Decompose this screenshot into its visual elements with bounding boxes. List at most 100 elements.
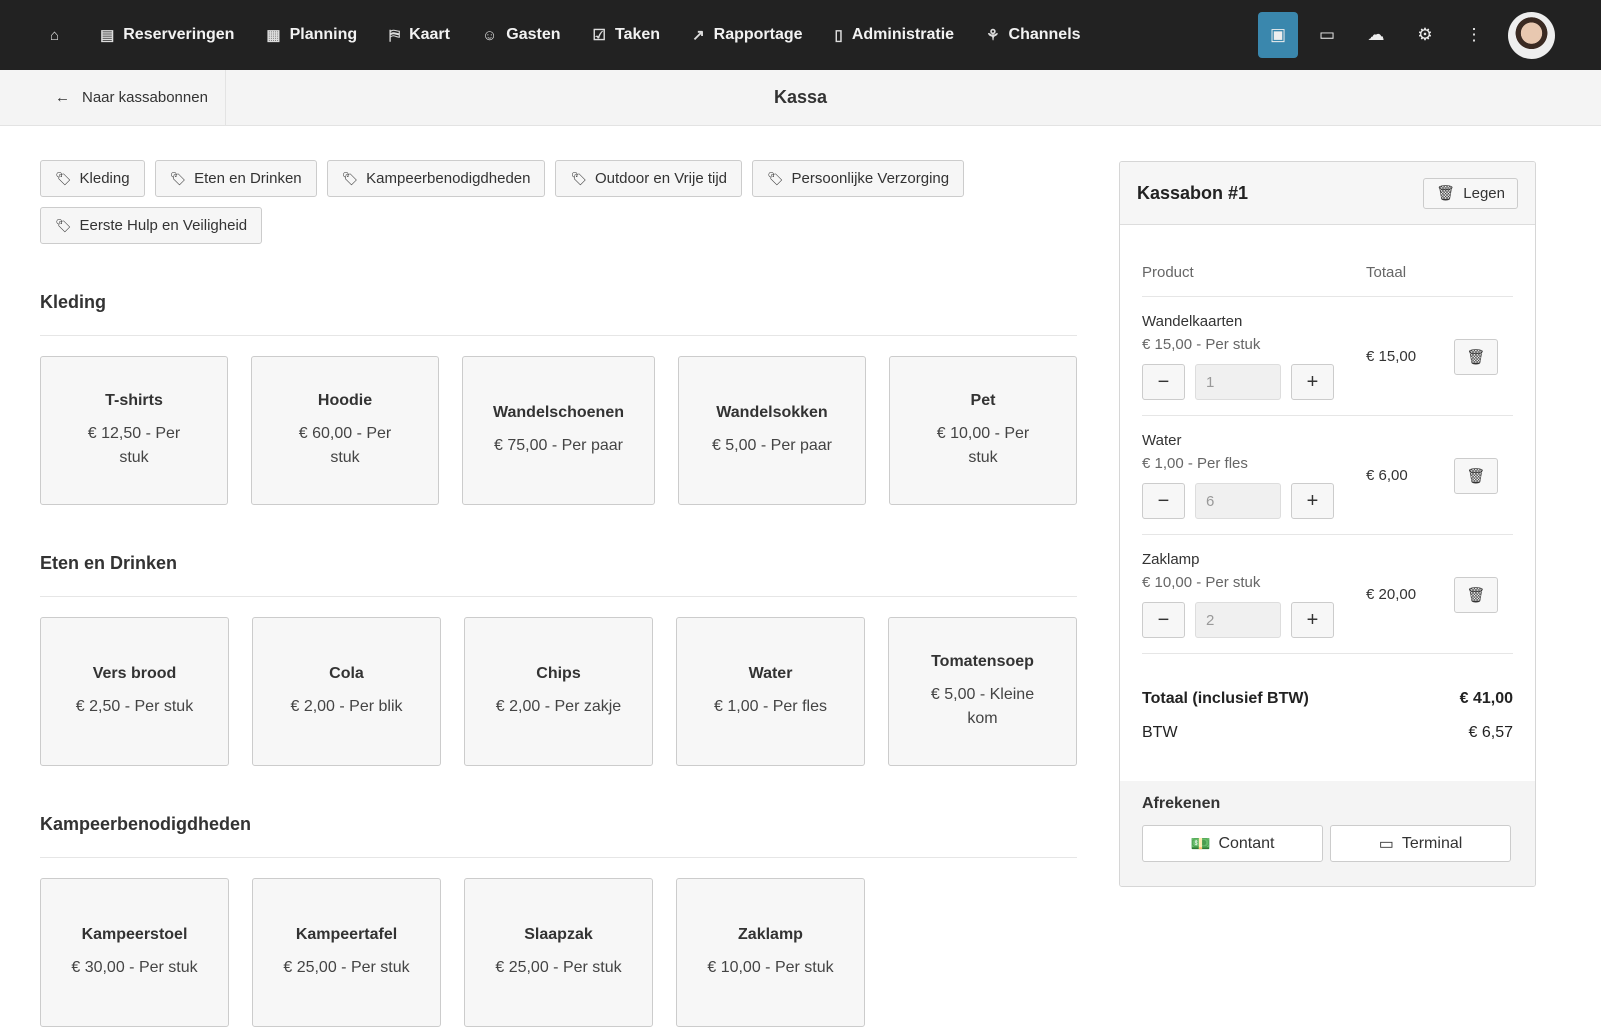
product-card[interactable]: Tomatensoep € 5,00 - Kleine kom <box>888 617 1077 766</box>
pay-terminal-button[interactable]: ▭ Terminal <box>1330 825 1511 862</box>
nav-label: Taken <box>615 26 661 43</box>
product-card[interactable]: Kampeerstoel € 30,00 - Per stuk <box>40 878 229 1027</box>
nav-item-6[interactable]: ↗ Rapportage <box>692 26 802 44</box>
category-label: Eten en Drinken <box>194 170 302 187</box>
product-card[interactable]: Water € 1,00 - Per fles <box>676 617 865 766</box>
product-price: € 5,00 - Per paar <box>711 436 833 454</box>
tag-icon: 🏷 <box>169 170 187 186</box>
quantity-input[interactable] <box>1195 483 1281 519</box>
product-section: Eten en Drinken Vers brood € 2,50 - Per st… <box>40 553 1077 766</box>
product-price: € 60,00 - Per stuk <box>298 424 392 466</box>
nav-item-1[interactable]: ▤ Reserveringen <box>100 26 234 44</box>
product-price: € 1,00 - Per fles <box>714 697 827 715</box>
increase-button[interactable]: + <box>1291 364 1334 400</box>
product-name: Water <box>748 664 793 682</box>
nav-item-3[interactable]: ⛿ Kaart <box>389 26 450 44</box>
product-card[interactable]: Vers brood € 2,50 - Per stuk <box>40 617 229 766</box>
delete-line-button[interactable]: 🗑 <box>1454 577 1498 613</box>
category-filter[interactable]: 🏷 Eerste Hulp en Veiligheid <box>40 207 263 244</box>
gear-icon: ⚙ <box>1417 25 1433 44</box>
decrease-button[interactable]: − <box>1142 602 1185 638</box>
nav-item-4[interactable]: ☺ Gasten <box>482 26 561 44</box>
back-label: Naar kassabonnen <box>82 89 208 106</box>
col-total: Totaal <box>1366 264 1407 281</box>
clear-receipt-button[interactable]: 🗑 Legen <box>1423 177 1518 209</box>
money-icon: 💵 <box>1190 835 1211 853</box>
tag-icon: 🏷 <box>570 170 587 186</box>
product-name: Hoodie <box>317 391 373 409</box>
product-price: € 10,00 - Per stuk <box>936 424 1030 466</box>
tag-icon: 🏷 <box>55 217 72 233</box>
product-price: € 75,00 - Per paar <box>494 436 623 454</box>
delete-line-button[interactable]: 🗑 <box>1454 458 1498 494</box>
product-card[interactable]: T-shirts € 12,50 - Per stuk <box>40 356 228 505</box>
product-card[interactable]: Hoodie € 60,00 - Per stuk <box>251 356 439 505</box>
category-label: Persoonlijke Verzorging <box>791 170 950 187</box>
category-filter[interactable]: 🏷 Eten en Drinken <box>154 160 317 197</box>
back-to-receipts-link[interactable]: ← Naar kassabonnen <box>0 70 226 125</box>
category-filter[interactable]: 🏷 Outdoor en Vrije tijd <box>555 160 743 197</box>
arrow-left-icon: ← <box>55 89 70 106</box>
nav-label: Gasten <box>506 26 561 43</box>
col-product: Product <box>1142 264 1194 281</box>
quantity-input[interactable] <box>1195 602 1281 638</box>
product-card[interactable]: Wandelsokken € 5,00 - Per paar <box>677 356 866 505</box>
product-name: Tomatensoep <box>931 652 1034 670</box>
product-card[interactable]: Chips € 2,00 - Per zakje <box>464 617 653 766</box>
cash-register-button[interactable]: ▣ <box>1258 12 1298 58</box>
product-name: Wandelschoenen <box>493 403 624 421</box>
product-card[interactable]: Slaapzak € 25,00 - Per stuk <box>464 878 653 1027</box>
product-card[interactable]: Wandelschoenen € 75,00 - Per paar <box>462 356 655 505</box>
receipt-line: Wandelkaarten € 15,00 - Per stuk − + € 1… <box>1142 297 1513 416</box>
increase-button[interactable]: + <box>1291 483 1334 519</box>
category-filters: 🏷 Kleding 🏷 Eten en Drinken 🏷 Kampeerbenodigd… <box>40 160 1077 244</box>
delete-line-button[interactable]: 🗑 <box>1454 339 1498 375</box>
money-button[interactable]: ▭ <box>1307 12 1347 58</box>
plus-icon: + <box>1306 370 1319 393</box>
receipt-line: Zaklamp € 10,00 - Per stuk − + € 20,00 🗑 <box>1142 535 1513 654</box>
product-name: Kampeertafel <box>295 925 398 943</box>
product-name: Chips <box>536 664 581 682</box>
product-card[interactable]: Kampeertafel € 25,00 - Per stuk <box>252 878 441 1027</box>
increase-button[interactable]: + <box>1291 602 1334 638</box>
quantity-input[interactable] <box>1195 364 1281 400</box>
calendar-icon: ▦ <box>266 27 281 44</box>
product-name: T-shirts <box>105 391 163 409</box>
more-vertical-button[interactable]: ⋮ <box>1454 12 1494 58</box>
receipt-line: Water € 1,00 - Per fles − + € 6,00 🗑 <box>1142 416 1513 535</box>
nav-item-2[interactable]: ▦ Planning <box>266 26 357 44</box>
nav-label: Kaart <box>409 26 450 43</box>
nav-item-5[interactable]: ☑ Taken <box>593 26 661 44</box>
product-card[interactable]: Cola € 2,00 - Per blik <box>252 617 441 766</box>
nav-actions: ▣ ▭ ☁ ⚙ ⋮ <box>1249 11 1555 59</box>
product-name: Kampeerstoel <box>81 925 188 943</box>
line-total: € 6,00 <box>1366 467 1408 484</box>
line-total: € 15,00 <box>1366 348 1417 365</box>
receipt-table-header: Product Totaal <box>1142 225 1513 297</box>
product-card[interactable]: Pet € 10,00 - Per stuk <box>888 356 1077 505</box>
plus-icon: + <box>1306 608 1319 631</box>
gear-button[interactable]: ⚙ <box>1405 12 1445 58</box>
pay-cash-button[interactable]: 💵 Contant <box>1142 825 1323 862</box>
trash-icon: 🗑 <box>1436 185 1456 202</box>
users-icon: ☺ <box>481 26 498 44</box>
decrease-button[interactable]: − <box>1142 364 1185 400</box>
product-price: € 30,00 - Per stuk <box>71 958 198 976</box>
category-filter[interactable]: 🏷 Persoonlijke Verzorging <box>752 160 965 197</box>
section-title: Kampeerbenodigdheden <box>40 814 1077 858</box>
credit-card-icon: ▭ <box>1378 835 1394 853</box>
product-card[interactable]: Zaklamp € 10,00 - Per stuk <box>676 878 865 1027</box>
product-name: Pet <box>970 391 996 409</box>
cloud-download-button[interactable]: ☁ <box>1356 12 1396 58</box>
receipt-summary: Totaal (inclusief BTW) € 41,00 BTW € 6,57 <box>1120 654 1535 742</box>
trash-icon: 🗑 <box>1466 587 1486 604</box>
decrease-button[interactable]: − <box>1142 483 1185 519</box>
avatar[interactable] <box>1508 11 1555 59</box>
nav-item-8[interactable]: ⚘ Channels <box>986 26 1080 44</box>
category-filter[interactable]: 🏷 Kampeerbenodigdheden <box>326 160 546 197</box>
more-vertical-icon: ⋮ <box>1465 25 1483 44</box>
category-filter[interactable]: 🏷 Kleding <box>40 160 145 197</box>
product-price: € 12,50 - Per stuk <box>87 424 181 466</box>
nav-item-7[interactable]: ▯ Administratie <box>835 26 955 44</box>
nav-item-0[interactable]: ⌂ <box>50 27 68 44</box>
